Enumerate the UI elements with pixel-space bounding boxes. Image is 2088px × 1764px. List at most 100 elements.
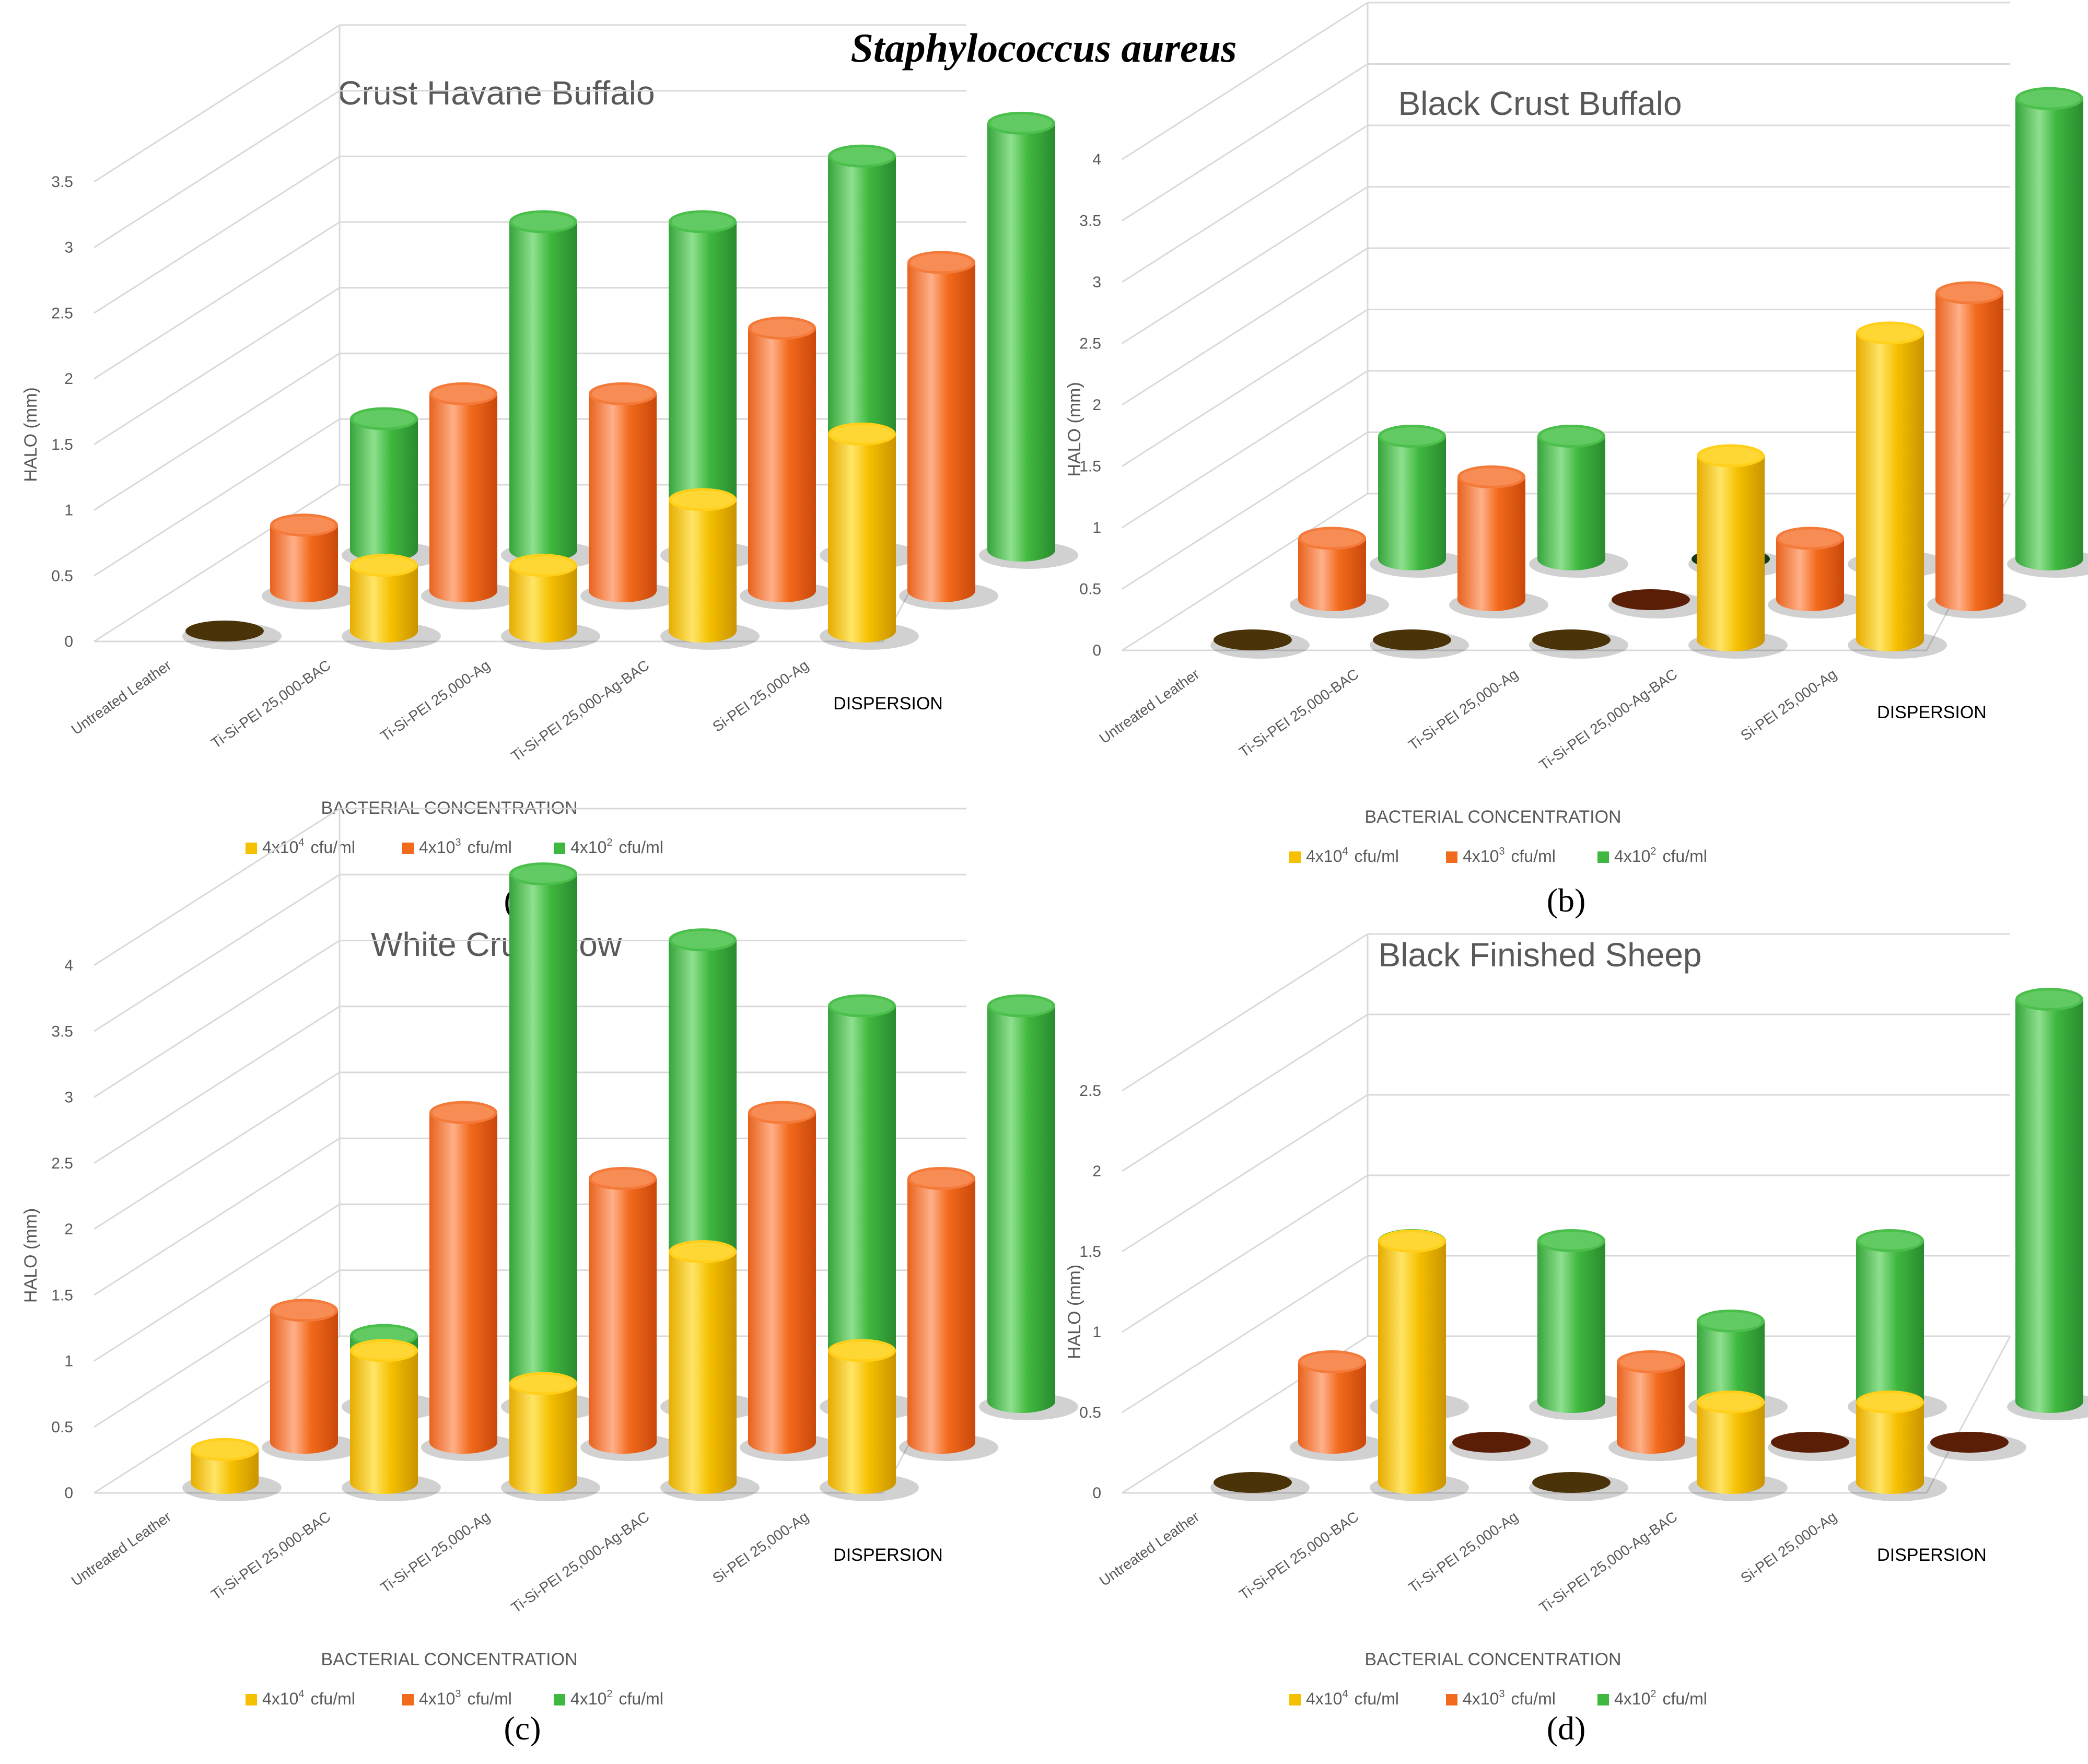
y-tick-label: 1 xyxy=(64,1353,73,1370)
gridline xyxy=(1122,933,2010,1092)
legend-label: 4x103 cfu/ml xyxy=(419,837,512,857)
category-label: Ti-Si-PEI 25,000-BAC xyxy=(1236,1509,1361,1603)
gridline-side xyxy=(94,1204,340,1362)
bar-top xyxy=(1378,1230,1446,1253)
chart-title: Black Finished Sheep xyxy=(1378,936,1701,974)
bar-b-s0-c0 xyxy=(1210,629,1310,659)
bar-c-s0-c1 xyxy=(342,1339,441,1501)
legend-exp: 4 xyxy=(298,837,304,848)
bar-top xyxy=(1298,1350,1366,1373)
gridline-side xyxy=(94,940,340,1098)
bar-body xyxy=(589,393,657,602)
legend-unit: cfu/ml xyxy=(1511,1689,1556,1708)
category-label: Ti-Si-PEI 25,000-Ag xyxy=(1406,1509,1521,1596)
bar-d-s1-c2 xyxy=(1608,1350,1708,1461)
legend-item: 4x102 cfu/ml xyxy=(1597,1688,1707,1708)
bar-top-highlight xyxy=(1779,529,1841,547)
bar-body xyxy=(1776,538,1844,611)
bar-top xyxy=(907,1167,975,1190)
bar-top xyxy=(748,317,816,340)
legend-exp: 4 xyxy=(298,1688,304,1700)
category-label: Ti-Si-PEI 25,000-Ag-BAC xyxy=(508,657,652,765)
gridline-side xyxy=(1122,1255,1368,1413)
bar-d-s0-c2 xyxy=(1529,1472,1628,1501)
bar-body xyxy=(350,1350,418,1494)
y-tick-label: 2.5 xyxy=(1079,335,1101,353)
bar-zero-disc xyxy=(1373,629,1451,650)
bar-top xyxy=(828,1339,896,1362)
bar-d-s2-c4 xyxy=(2007,988,2088,1420)
legend-base: 4x10 xyxy=(419,838,455,857)
bar-d-s1-c1 xyxy=(1449,1432,1548,1461)
bar-d-s2-c1 xyxy=(1529,1229,1628,1420)
gridline xyxy=(94,90,966,248)
bar-top xyxy=(1378,425,1446,448)
legend-unit: cfu/ml xyxy=(1663,1689,1707,1708)
bar-body xyxy=(509,565,577,642)
bar-top xyxy=(270,513,338,537)
category-label: Ti-Si-PEI 25,000-Ag-BAC xyxy=(1536,666,1681,774)
y-tick-label: 3.5 xyxy=(51,1023,73,1040)
legend-label: 4x103 cfu/ml xyxy=(1463,1688,1556,1708)
gridline-side xyxy=(94,1137,340,1296)
panel-b: Black Crust Buffalo 0 0.5 1 1.5 2 2.5 3 3.5 4 HALO… xyxy=(1065,2,2088,919)
bar-b-s0-c2 xyxy=(1529,629,1628,659)
gridline-side xyxy=(94,24,340,183)
bar-zero-disc xyxy=(1532,629,1611,650)
bar-top-highlight xyxy=(1461,468,1522,486)
legend-base: 4x10 xyxy=(1306,1689,1342,1708)
y-tick-label: 3 xyxy=(64,239,73,256)
bar-top-highlight xyxy=(831,425,893,443)
x-axis-label: BACTERIAL CONCENTRATION xyxy=(321,1650,577,1669)
bar-top xyxy=(350,1339,418,1362)
bar-top-highlight xyxy=(433,384,494,403)
bar-body xyxy=(509,874,577,1413)
chart-title: Crust Havane Buffalo xyxy=(337,74,655,112)
category-label: Si-PEI 25,000-Ag xyxy=(709,657,811,735)
bar-a-s0-c0 xyxy=(182,621,282,650)
bar-body xyxy=(1697,455,1765,651)
bar-top xyxy=(828,144,896,168)
legend-label: 4x103 cfu/ml xyxy=(419,1688,512,1708)
gridline-side xyxy=(94,287,340,446)
bar-c-s0-c2 xyxy=(501,1372,600,1501)
y-tick-label: 1 xyxy=(1092,1324,1101,1341)
bar-d-s1-c4 xyxy=(1927,1432,2026,1461)
gridline-side xyxy=(1122,63,1368,221)
bar-zero-disc xyxy=(185,621,264,641)
bar-body xyxy=(1617,1362,1685,1454)
category-label: Ti-Si-PEI 25,000-BAC xyxy=(1236,666,1361,761)
bar-d-s0-c3 xyxy=(1688,1391,1788,1501)
bar-zero-disc xyxy=(1214,1472,1292,1493)
legend-swatch xyxy=(1289,851,1301,863)
legend-unit: cfu/ml xyxy=(468,1689,512,1708)
bar-top xyxy=(669,210,737,233)
panel-caption: (c) xyxy=(504,1710,541,1747)
depth-axis-label: DISPERSION xyxy=(833,694,943,714)
legend-base: 4x10 xyxy=(419,1689,455,1708)
legend-base: 4x10 xyxy=(570,1689,606,1708)
bar-top-highlight xyxy=(1620,1353,1682,1371)
bar-body xyxy=(1378,436,1446,570)
bar-a-s1-c2 xyxy=(580,382,680,610)
legend-swatch xyxy=(402,843,414,854)
y-axis-label: HALO (mm) xyxy=(1065,382,1084,476)
panel-caption: (d) xyxy=(1547,1710,1586,1747)
depth-axis-label: DISPERSION xyxy=(1877,1545,1987,1565)
legend-exp: 2 xyxy=(1650,846,1656,857)
gridline xyxy=(1122,247,2010,406)
bar-top xyxy=(509,554,577,577)
legend-exp: 3 xyxy=(1499,1688,1504,1700)
legend-base: 4x10 xyxy=(1306,847,1342,866)
legend-swatch xyxy=(246,1694,257,1705)
bar-body xyxy=(1856,333,1924,651)
bar-a-s1-c3 xyxy=(740,317,839,610)
bar-d-s1-c0 xyxy=(1290,1350,1389,1461)
bar-top-highlight xyxy=(672,490,733,509)
floor-side xyxy=(1926,1336,2011,1493)
bar-top xyxy=(1697,444,1765,468)
bar-b-s0-c3 xyxy=(1688,444,1788,659)
